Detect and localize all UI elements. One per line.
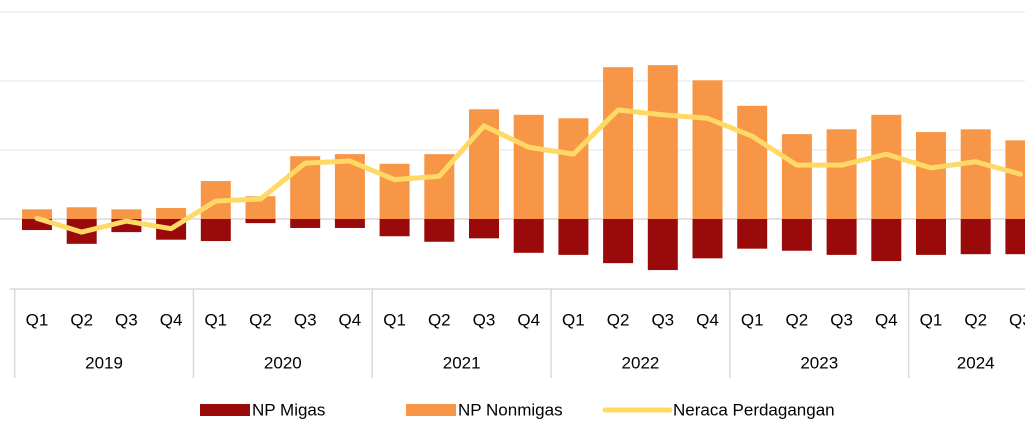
x-tick-label: Q2 xyxy=(249,310,272,329)
x-tick-label: Q1 xyxy=(741,310,764,329)
bar xyxy=(558,118,589,219)
bar xyxy=(871,219,902,262)
bar xyxy=(290,219,321,228)
group-label: 2022 xyxy=(622,353,660,372)
bar xyxy=(737,219,768,249)
group-label: 2024 xyxy=(957,353,995,372)
bar xyxy=(916,219,946,255)
bar xyxy=(1005,140,1025,219)
bar xyxy=(513,219,544,253)
bar xyxy=(111,209,142,219)
x-tick-label: Q2 xyxy=(70,310,93,329)
bar xyxy=(826,219,857,255)
bar xyxy=(647,65,678,219)
bar xyxy=(558,219,589,255)
group-label: 2019 xyxy=(85,353,123,372)
bar xyxy=(22,209,52,219)
bar xyxy=(692,219,723,259)
bar xyxy=(245,196,276,219)
bar xyxy=(245,219,276,224)
legend-label: Neraca Perdagangan xyxy=(673,400,835,419)
x-tick-label: Q1 xyxy=(204,310,227,329)
bar xyxy=(469,219,499,239)
x-tick-label: Q3 xyxy=(651,310,674,329)
group-label: 2020 xyxy=(264,353,302,372)
line xyxy=(34,107,1023,235)
group-label: 2021 xyxy=(443,353,481,372)
bar xyxy=(781,134,812,219)
bar xyxy=(826,129,857,219)
x-tick-label: Q1 xyxy=(26,310,49,329)
bar xyxy=(156,207,187,219)
x-tick-label: Q3 xyxy=(115,310,138,329)
x-tick-label: Q1 xyxy=(920,310,943,329)
x-tick-label: Q3 xyxy=(294,310,317,329)
x-tick-label: Q2 xyxy=(607,310,630,329)
x-tick-label: Q3 xyxy=(830,310,853,329)
bar xyxy=(424,219,455,242)
group-label: 2023 xyxy=(800,353,838,372)
bar xyxy=(647,219,678,271)
bar xyxy=(692,80,723,219)
bar xyxy=(737,105,768,219)
x-tick-label: Q4 xyxy=(875,310,898,329)
bar xyxy=(960,219,991,255)
bar xyxy=(334,219,365,228)
bar xyxy=(916,132,946,219)
bar xyxy=(781,219,812,251)
bar xyxy=(290,156,321,219)
bar xyxy=(66,207,97,219)
bar xyxy=(1005,219,1025,255)
x-tick-label: Q3 xyxy=(473,310,496,329)
bar xyxy=(603,219,634,264)
legend-label: NP Nonmigas xyxy=(458,400,563,419)
bar xyxy=(513,114,544,219)
x-tick-label: Q4 xyxy=(339,310,362,329)
x-tick-label: Q1 xyxy=(562,310,585,329)
x-tick-label: Q2 xyxy=(786,310,809,329)
bar xyxy=(200,219,231,242)
x-tick-label: Q2 xyxy=(964,310,987,329)
x-tick-label: Q3 xyxy=(1009,310,1025,329)
bar xyxy=(603,67,634,219)
legend-swatch xyxy=(406,404,456,416)
bar xyxy=(871,114,902,219)
x-tick-label: Q1 xyxy=(383,310,406,329)
legend-label: NP Migas xyxy=(252,400,325,419)
x-tick-label: Q4 xyxy=(517,310,540,329)
x-tick-label: Q4 xyxy=(696,310,719,329)
bar xyxy=(22,219,52,231)
bar xyxy=(379,163,410,219)
bar xyxy=(960,129,991,219)
x-tick-label: Q2 xyxy=(428,310,451,329)
legend-swatch xyxy=(200,404,250,416)
bar xyxy=(379,219,410,237)
x-tick-label: Q4 xyxy=(160,310,183,329)
